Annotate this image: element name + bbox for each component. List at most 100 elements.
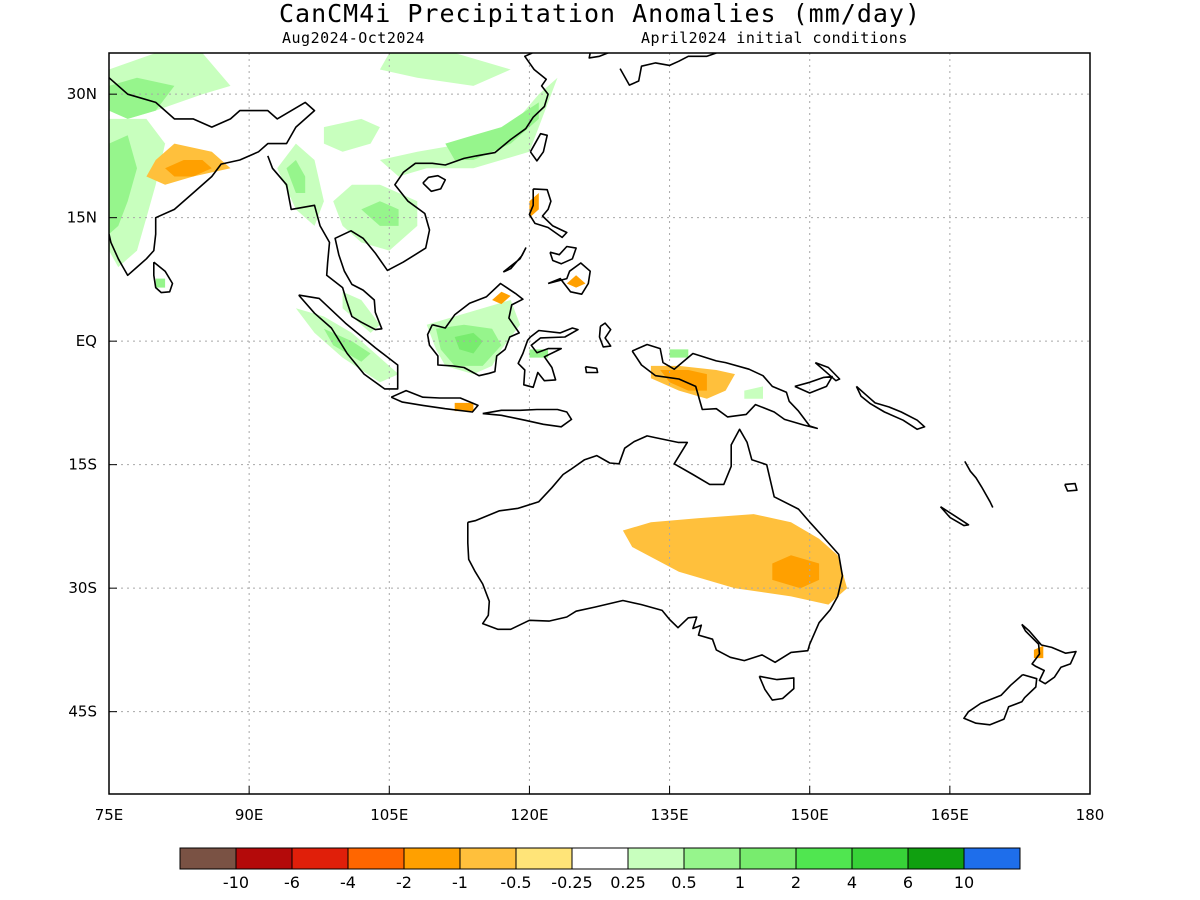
colorbar-label: 0.5 xyxy=(671,873,696,892)
colorbar-label: -4 xyxy=(340,873,356,892)
colorbar-label: 1 xyxy=(735,873,745,892)
anomaly-borneo-north-dry xyxy=(492,291,511,305)
colorbar-swatch xyxy=(963,847,1021,870)
colorbar-swatch xyxy=(683,847,741,870)
lat-tick-label: EQ xyxy=(76,332,97,350)
anomaly-myanmar-core xyxy=(286,160,306,193)
lon-tick-label: 120E xyxy=(510,806,548,824)
map-background xyxy=(109,53,1090,794)
anomaly-sumatra-core xyxy=(323,328,371,362)
coastline-halmahera xyxy=(598,322,612,348)
colorbar-swatch xyxy=(795,847,853,870)
colorbar-label: -6 xyxy=(284,873,300,892)
lon-tick-label: 75E xyxy=(95,806,124,824)
map-frame xyxy=(108,52,1091,795)
forecast-period: Aug2024-Oct2024 xyxy=(282,29,425,47)
colorbar-label: 2 xyxy=(791,873,801,892)
latitude-labels: 30N 15N EQ 15S 30S 45S xyxy=(67,85,117,721)
coastline-sri-lanka xyxy=(153,261,174,294)
colorbar-swatch xyxy=(179,847,237,870)
anomaly-fill-layer xyxy=(109,53,1044,659)
lon-tick-label: 90E xyxy=(235,806,264,824)
anomaly-central-india-dry-core xyxy=(165,160,212,177)
anomaly-borneo-inner xyxy=(454,332,483,354)
lat-tick-label: 45S xyxy=(68,703,97,721)
coastline-solomon-islands xyxy=(855,385,926,431)
colorbar-swatch xyxy=(627,847,685,870)
coastline-luzon xyxy=(528,188,568,239)
anomaly-sri-lanka xyxy=(155,278,166,288)
colorbar: -10 -6 -4 -2 -1 -0.5 -0.25 0.25 0.5 1 2 4 6 10 xyxy=(179,847,1021,892)
lon-tick-label: 150E xyxy=(791,806,829,824)
coastline-japan-kyushu-honshu xyxy=(619,53,717,86)
longitude-labels: 75E 90E 105E 120E 135E 150E 165E 180 xyxy=(95,786,1104,824)
anomaly-queensland-dry-core xyxy=(772,555,820,589)
colorbar-swatch xyxy=(235,847,293,870)
colorbar-swatch xyxy=(347,847,405,870)
coastline-vanuatu xyxy=(964,461,994,508)
coastline-palawan xyxy=(502,247,527,273)
colorbar-swatch xyxy=(515,847,573,870)
lon-tick-label: 135E xyxy=(651,806,689,824)
colorbar-label: 6 xyxy=(903,873,913,892)
initial-conditions: April2024 initial conditions xyxy=(641,29,908,47)
colorbar-swatch xyxy=(571,847,629,870)
colorbar-swatch xyxy=(403,847,461,870)
anomaly-yunnan xyxy=(323,118,380,152)
anomaly-north-china xyxy=(379,53,511,86)
graticule xyxy=(109,53,1090,794)
coastline-india xyxy=(109,77,316,277)
colorbar-label: 10 xyxy=(954,873,974,892)
lon-tick-label: 165E xyxy=(931,806,969,824)
anomaly-new-guinea-north xyxy=(669,349,689,358)
anomaly-india-west-core xyxy=(109,135,137,235)
coastline-new-caledonia xyxy=(939,506,970,527)
colorbar-label: -10 xyxy=(223,873,249,892)
coastline-mainland-se-asia xyxy=(267,53,549,331)
anomaly-new-guinea-east xyxy=(744,386,763,399)
colorbar-swatch xyxy=(851,847,909,870)
coastline-new-ireland xyxy=(814,361,841,382)
colorbar-swatch xyxy=(291,847,349,870)
anomaly-java-dry xyxy=(454,402,474,412)
colorbar-label: -0.5 xyxy=(500,873,531,892)
lat-tick-label: 30N xyxy=(67,85,97,103)
anomaly-malay-peninsula xyxy=(342,291,380,333)
lat-tick-label: 30S xyxy=(68,579,97,597)
coastline-hainan xyxy=(422,174,447,193)
coastline-new-guinea xyxy=(631,343,819,430)
coastline-new-zealand-north xyxy=(1021,623,1077,685)
coastline-borneo xyxy=(426,282,524,377)
colorbar-label: -0.25 xyxy=(551,873,592,892)
lat-tick-label: 15S xyxy=(68,456,97,474)
coastline-sumatra xyxy=(298,294,399,390)
anomaly-south-china-core xyxy=(445,102,539,160)
coastline-fiji xyxy=(1064,482,1078,492)
lat-tick-label: 15N xyxy=(67,209,97,227)
coastline-new-zealand-south xyxy=(963,673,1038,726)
anomaly-sulawesi xyxy=(529,349,549,358)
coastline-visayas xyxy=(549,245,577,265)
coastline-java xyxy=(390,389,479,413)
coastline-seram-buru xyxy=(584,365,599,374)
coastline-taiwan xyxy=(529,132,549,162)
colorbar-label: 0.25 xyxy=(610,873,646,892)
coastline-lesser-sunda xyxy=(482,408,573,428)
coastline-sulawesi xyxy=(517,327,579,389)
lon-tick-label: 105E xyxy=(370,806,408,824)
colorbar-swatch xyxy=(907,847,965,870)
coastline-australia xyxy=(466,428,844,664)
coastline-mindanao xyxy=(547,262,592,296)
map-title: CanCM4i Precipitation Anomalies (mm/day) xyxy=(278,0,922,28)
coastline-tasmania xyxy=(758,675,795,701)
colorbar-swatch xyxy=(739,847,797,870)
colorbar-swatch xyxy=(459,847,517,870)
coastline-korea-south xyxy=(588,53,619,59)
coastline-layer xyxy=(109,53,1078,726)
anomaly-indochina-core xyxy=(361,201,399,226)
colorbar-label: -1 xyxy=(452,873,468,892)
anomaly-mindanao-dry xyxy=(566,275,586,288)
anomaly-south-china xyxy=(379,77,558,177)
colorbar-label: 4 xyxy=(847,873,857,892)
